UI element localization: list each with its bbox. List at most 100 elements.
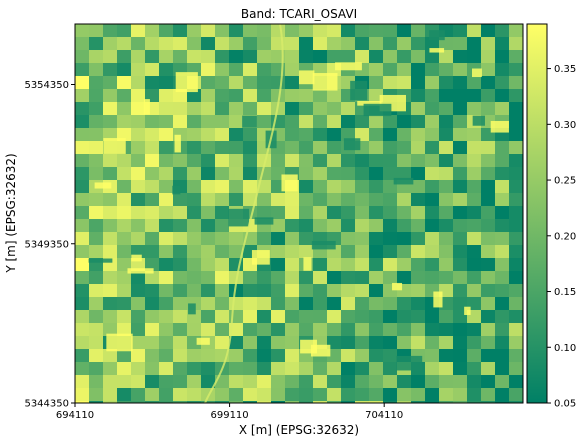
raster-cell <box>131 24 145 39</box>
raster-cell <box>89 310 106 323</box>
raster-patch <box>196 337 210 345</box>
raster-cell <box>355 362 372 375</box>
raster-cell <box>145 388 161 403</box>
raster-cell <box>271 284 285 298</box>
raster-cell <box>327 219 344 232</box>
raster-cell <box>383 271 399 285</box>
raster-cell <box>313 362 331 377</box>
raster-cell <box>425 401 441 403</box>
raster-cell <box>215 141 231 155</box>
raster-cell <box>271 401 287 403</box>
raster-cell <box>215 206 231 221</box>
raster-frame <box>74 23 524 404</box>
raster-cell <box>327 37 345 50</box>
raster-cell <box>75 63 92 79</box>
raster-cell <box>257 323 273 337</box>
raster-cell <box>75 336 92 349</box>
raster-cell <box>173 284 187 298</box>
raster-cell <box>397 219 413 233</box>
raster-cell <box>299 310 316 323</box>
raster-cell <box>75 193 89 209</box>
raster-cell <box>187 167 203 182</box>
raster-cell <box>103 271 119 287</box>
raster-cell <box>159 375 173 390</box>
raster-cell <box>187 24 204 39</box>
raster-cell <box>425 310 441 323</box>
raster-cell <box>117 115 132 128</box>
raster-patch <box>472 115 485 126</box>
y-axis-label: Y [m] (EPSG:32632) <box>4 153 18 273</box>
raster-cell <box>201 24 218 37</box>
raster-cell <box>201 89 217 102</box>
raster-cell <box>495 141 510 154</box>
raster-cell <box>453 232 470 245</box>
raster-cell <box>369 193 386 209</box>
raster-cell <box>341 349 356 363</box>
raster-cell <box>439 115 456 130</box>
raster-cell <box>159 401 175 403</box>
raster-cell <box>439 362 455 377</box>
raster-cell <box>201 349 215 365</box>
raster-patch <box>392 282 403 291</box>
raster-cell <box>131 297 145 313</box>
raster-cell <box>495 323 511 336</box>
raster-cell <box>467 102 482 115</box>
raster-cell <box>173 24 190 39</box>
raster-cell <box>131 89 147 102</box>
raster-cell <box>383 349 397 364</box>
raster-cell <box>159 141 175 157</box>
raster-cell <box>243 401 261 403</box>
colorbar-tick-label: 0.05 <box>554 399 576 410</box>
raster-cell <box>75 102 91 117</box>
raster-cell <box>509 388 523 403</box>
raster-cell <box>89 50 103 66</box>
raster-cell <box>117 76 131 90</box>
raster-cell <box>467 154 483 167</box>
raster-cell <box>299 206 313 220</box>
raster-cell <box>439 336 457 352</box>
raster-cell <box>411 401 428 403</box>
raster-cell <box>201 128 219 143</box>
raster-cell <box>299 128 316 142</box>
raster-cell <box>355 297 372 313</box>
raster-cell <box>117 245 131 260</box>
raster-cell <box>243 349 260 363</box>
raster-cell <box>383 128 398 142</box>
raster-patch <box>127 268 154 274</box>
raster-cell <box>271 206 285 221</box>
raster-cell <box>187 115 201 130</box>
raster-cell <box>229 24 243 37</box>
raster-cell <box>243 154 261 167</box>
colorbar-ticks: 0.05 0.10 0.15 0.20 0.25 0.30 0.35 <box>547 64 576 410</box>
raster-cell <box>327 284 341 297</box>
raster-cell <box>439 154 455 167</box>
raster-cell <box>75 89 93 102</box>
raster-cell <box>257 401 272 403</box>
raster-cell <box>327 50 344 64</box>
raster-cell <box>145 193 162 208</box>
raster-cell <box>411 375 425 389</box>
raster-cell <box>327 206 341 219</box>
raster-cell <box>355 388 372 403</box>
raster-cell <box>467 362 483 376</box>
raster-cell <box>215 375 233 388</box>
raster-cell <box>145 206 163 219</box>
raster-cell <box>271 323 285 339</box>
raster-patch <box>472 68 482 78</box>
raster-cell <box>509 193 523 208</box>
raster-cell <box>215 76 233 90</box>
raster-cell <box>411 258 428 274</box>
raster-cell <box>271 258 289 272</box>
raster-cell <box>215 388 233 401</box>
raster-cell <box>299 271 315 284</box>
raster-cell <box>355 219 369 235</box>
raster-cell <box>453 271 471 285</box>
raster-cell <box>509 245 523 261</box>
raster-cell <box>383 24 398 39</box>
raster-cell <box>509 375 523 390</box>
raster-cell <box>467 219 481 233</box>
raster-cell <box>299 89 315 104</box>
raster-cell <box>117 232 134 247</box>
raster-cell <box>369 401 385 403</box>
raster-cell <box>187 50 205 64</box>
